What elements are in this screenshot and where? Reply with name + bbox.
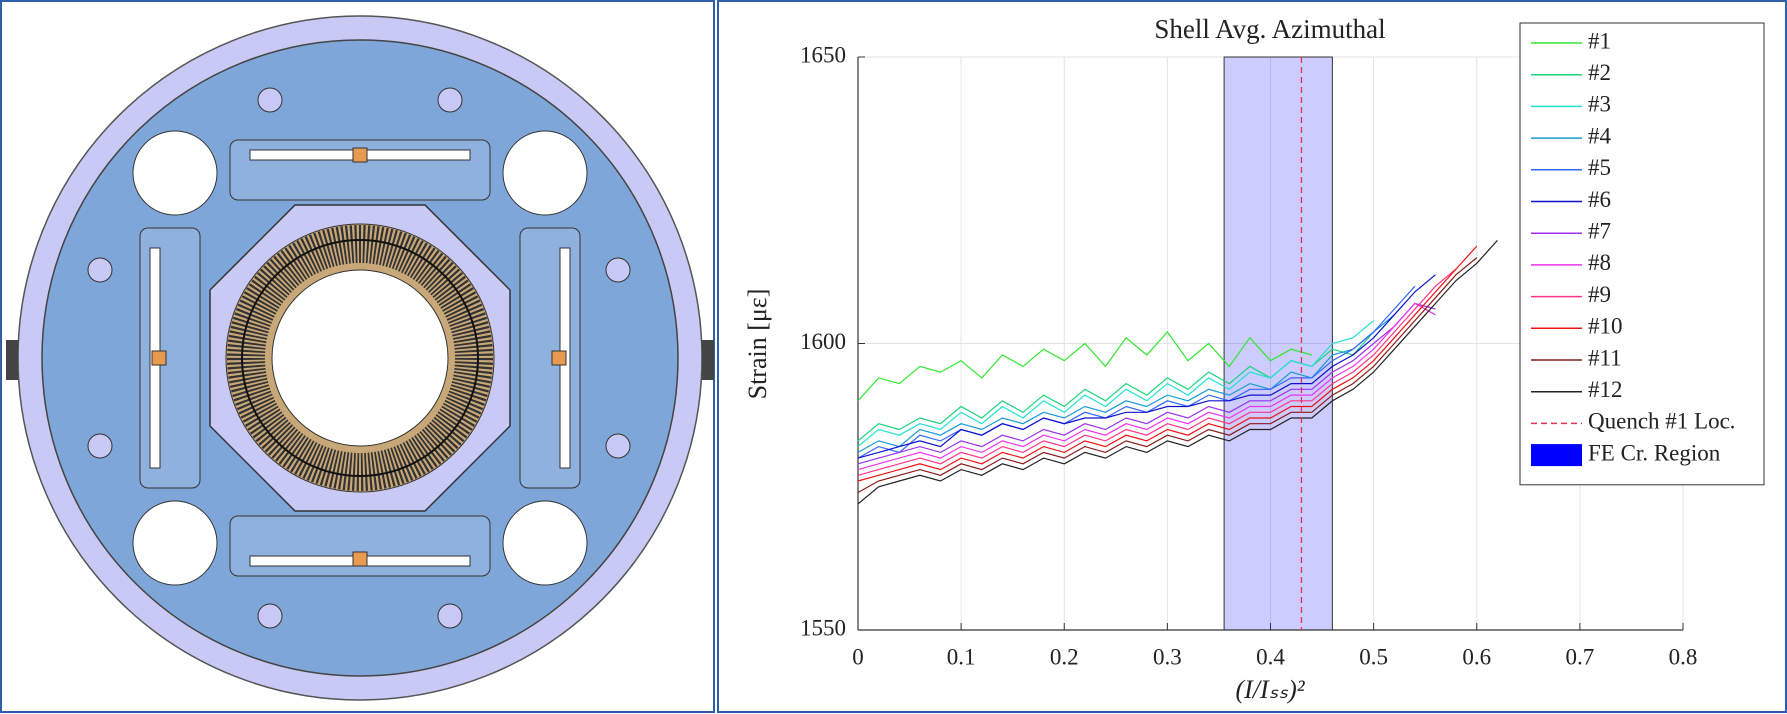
yoke-hole (502, 130, 588, 216)
legend-label: #7 (1588, 218, 1611, 243)
legend-label: #5 (1588, 155, 1611, 180)
series-line (857, 268, 1457, 476)
series-line (857, 331, 1312, 402)
bore (271, 269, 449, 447)
bolt (257, 603, 283, 629)
legend-label: #2 (1588, 60, 1611, 85)
legend-label: Quench #1 Loc. (1588, 409, 1736, 434)
plot: 0 0.1 0.2 0.3 0.4 0.5 0.6 0.7 0.8155016001650#1#… (800, 22, 1765, 669)
key (151, 350, 167, 366)
series-line (857, 314, 1395, 453)
y-axis-label: Strain [με] (743, 289, 772, 400)
series-line (857, 302, 1436, 471)
legend-label: #10 (1588, 314, 1623, 339)
x-tick-label: 0.6 (1462, 644, 1491, 669)
legend-label: #3 (1588, 92, 1611, 117)
legend-label: #4 (1588, 123, 1612, 148)
legend-label: #1 (1588, 28, 1611, 53)
legend-label: FE Cr. Region (1588, 440, 1721, 465)
series-line (857, 274, 1436, 459)
legend-label: #6 (1588, 187, 1611, 212)
yoke-hole (132, 130, 218, 216)
legend-box (1519, 22, 1765, 486)
legend-label: #8 (1588, 250, 1611, 275)
series-line (857, 245, 1478, 482)
x-tick-label: 0.1 (947, 644, 976, 669)
legend: #1 #2 #3 #4 #5 #6 #7 #8 #9 #10 #11 #12 Quench #1 Loc… (1519, 22, 1765, 486)
chart-title: Shell Avg. Azimuthal (1154, 14, 1385, 44)
x-tick-label: 0.8 (1669, 644, 1698, 669)
y-tick-label: 1600 (800, 329, 846, 354)
series-line (857, 320, 1374, 448)
series-line (857, 257, 1478, 494)
yoke-hole (502, 500, 588, 586)
cross-section (0, 0, 715, 713)
x-tick-label: 0.5 (1359, 644, 1388, 669)
coil-separator (241, 239, 479, 477)
legend-label: #12 (1588, 377, 1623, 402)
bolt (87, 433, 113, 459)
x-tick-label: 0 (852, 644, 864, 669)
legend-label: #9 (1588, 282, 1611, 307)
bolt (605, 433, 631, 459)
x-axis-label: (I/Iₛₛ)² (1235, 675, 1305, 704)
bolt (437, 603, 463, 629)
key (352, 551, 368, 567)
key (551, 350, 567, 366)
series-line (857, 302, 1436, 465)
y-tick-label: 1550 (800, 615, 846, 640)
x-tick-label: 0.4 (1256, 644, 1285, 669)
pad (229, 515, 491, 577)
clamp (702, 340, 714, 380)
pad (139, 227, 201, 489)
bolt (257, 87, 283, 113)
region-band (1223, 56, 1333, 631)
key (352, 147, 368, 163)
legend-swatch (1531, 444, 1582, 467)
y-tick-label: 1650 (800, 42, 846, 67)
series-line (857, 285, 1416, 459)
pad (519, 227, 581, 489)
bolt (437, 87, 463, 113)
bolt (87, 257, 113, 283)
clamp (6, 340, 18, 380)
coil-turns (227, 225, 493, 491)
yoke-hole (132, 500, 218, 586)
legend-label: #11 (1588, 345, 1622, 370)
x-tick-label: 0.3 (1153, 644, 1182, 669)
x-tick-label: 0.2 (1050, 644, 1079, 669)
bolt (605, 257, 631, 283)
x-tick-label: 0.7 (1566, 644, 1595, 669)
series-line (857, 239, 1498, 505)
